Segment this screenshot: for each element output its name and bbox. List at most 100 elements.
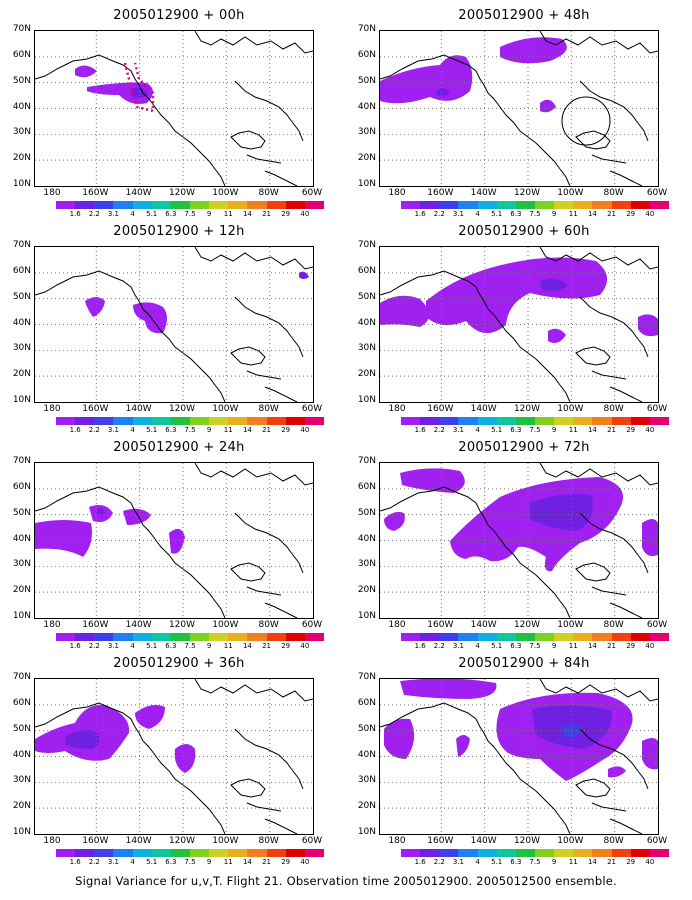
colorbar-tick-label: 29 bbox=[281, 210, 291, 218]
latitude-label: 40N bbox=[12, 317, 31, 328]
coastline bbox=[35, 702, 226, 834]
colorbar bbox=[401, 201, 669, 209]
coastline bbox=[591, 370, 627, 380]
latitude-label: 30N bbox=[357, 127, 376, 138]
coastline bbox=[380, 270, 571, 402]
variance-region-icon bbox=[123, 508, 151, 525]
colorbar-swatch bbox=[247, 633, 267, 641]
coastline bbox=[591, 802, 627, 812]
latitude-label: 30N bbox=[12, 775, 31, 786]
map-panel: 2005012900 + 24h 70N 60N 50N 40N 30N 20N 10N 180… bbox=[13, 440, 330, 655]
colorbar-tick-label: 9 bbox=[206, 210, 212, 218]
colorbar-tick-label: 6.3 bbox=[165, 210, 177, 218]
colorbar-swatch bbox=[151, 417, 171, 425]
colorbar-swatch bbox=[151, 849, 171, 857]
variance-region-icon bbox=[642, 519, 658, 556]
colorbar-tick-label: 7.5 bbox=[184, 642, 196, 650]
variance-region-icon bbox=[380, 55, 473, 104]
colorbar-swatch bbox=[75, 201, 95, 209]
latitude-label: 50N bbox=[357, 723, 376, 734]
colorbar-tick-label: 5.1 bbox=[146, 858, 158, 866]
colorbar-tick-label: 5.1 bbox=[146, 426, 158, 434]
variance-region-icon bbox=[174, 744, 196, 773]
colorbar-swatch bbox=[266, 849, 286, 857]
colorbar-labels: 1.6 2.2 3.1 4 5.1 6.3 7.5 9 11 14 21 29 40 bbox=[411, 642, 660, 650]
panel-title: 2005012900 + 12h bbox=[113, 224, 245, 239]
coastline bbox=[230, 346, 266, 366]
panel-title: 2005012900 + 84h bbox=[458, 656, 590, 671]
colorbar-swatch bbox=[458, 417, 478, 425]
longitude-label: 80W bbox=[603, 836, 624, 846]
colorbar bbox=[401, 417, 669, 425]
latitude-label: 20N bbox=[357, 369, 376, 380]
latitude-label: 40N bbox=[357, 533, 376, 544]
variance-region-icon bbox=[75, 65, 97, 78]
latitude-label: 70N bbox=[357, 24, 376, 34]
colorbar-tick-label: 11 bbox=[223, 426, 233, 434]
latitude-label: 40N bbox=[357, 101, 376, 112]
coastline bbox=[579, 728, 649, 790]
latitude-label: 10N bbox=[12, 827, 31, 837]
colorbar-swatch bbox=[113, 633, 133, 641]
map-canvas bbox=[35, 463, 313, 618]
longitude-label: 60W bbox=[301, 620, 323, 630]
colorbar-tick-label: 11 bbox=[568, 858, 578, 866]
colorbar-swatch bbox=[304, 633, 324, 641]
longitude-label: 100W bbox=[212, 404, 239, 414]
map-area bbox=[379, 246, 659, 403]
colorbar-swatch bbox=[630, 201, 650, 209]
colorbar-swatch bbox=[420, 201, 440, 209]
colorbar-swatch bbox=[515, 849, 535, 857]
map-canvas bbox=[380, 463, 658, 618]
variance-region-icon bbox=[169, 528, 185, 554]
map-area bbox=[34, 678, 314, 835]
panel-title: 2005012900 + 36h bbox=[113, 656, 245, 671]
variance-region-icon bbox=[65, 729, 100, 749]
colorbar-tick-label: 14 bbox=[242, 858, 252, 866]
colorbar-tick-label: 2.2 bbox=[433, 210, 445, 218]
coastline bbox=[194, 463, 313, 486]
colorbar-tick-label: 1.6 bbox=[69, 858, 81, 866]
panel-title: 2005012900 + 24h bbox=[113, 440, 245, 455]
colorbar-swatch bbox=[75, 633, 95, 641]
latitude-label: 40N bbox=[357, 749, 376, 760]
map-canvas bbox=[35, 247, 313, 402]
colorbar-swatch bbox=[611, 849, 631, 857]
variance-region-icon bbox=[540, 99, 556, 113]
colorbar-swatch bbox=[420, 849, 440, 857]
coastline bbox=[264, 386, 298, 402]
latitude-label: 30N bbox=[357, 775, 376, 786]
colorbar-swatch bbox=[189, 849, 210, 857]
coastline bbox=[579, 296, 649, 358]
colorbar-swatch bbox=[592, 633, 612, 641]
latitude-label: 70N bbox=[357, 456, 376, 466]
colorbar-swatch bbox=[75, 849, 95, 857]
colorbar-tick-label: 11 bbox=[223, 858, 233, 866]
coastline bbox=[575, 346, 611, 366]
colorbar-tick-label: 40 bbox=[645, 210, 655, 218]
longitude-label: 140W bbox=[470, 188, 497, 198]
colorbar-tick-label: 4 bbox=[130, 426, 135, 434]
colorbar-tick-label: 29 bbox=[281, 426, 291, 434]
colorbar-tick-label: 3.1 bbox=[452, 210, 464, 218]
colorbar-swatch bbox=[573, 201, 593, 209]
variance-region-icon bbox=[135, 705, 165, 729]
colorbar-tick-label: 4 bbox=[130, 642, 135, 650]
longitude-label: 100W bbox=[212, 188, 239, 198]
longitude-label: 140W bbox=[470, 620, 497, 630]
colorbar-tick-label: 11 bbox=[568, 642, 578, 650]
longitude-label: 140W bbox=[125, 188, 152, 198]
colorbar-swatch bbox=[496, 201, 516, 209]
colorbar-swatch bbox=[630, 633, 650, 641]
colorbar-swatch bbox=[247, 849, 267, 857]
latitude-label: 70N bbox=[12, 24, 31, 34]
variance-region-icon bbox=[642, 738, 658, 770]
coastline bbox=[579, 80, 649, 142]
variance-region-icon bbox=[384, 511, 405, 531]
colorbar-swatch bbox=[266, 633, 286, 641]
colorbar-tick-label: 2.2 bbox=[88, 210, 100, 218]
colorbar-tick-label: 40 bbox=[645, 426, 655, 434]
colorbar-tick-label: 7.5 bbox=[184, 426, 196, 434]
colorbar-swatch bbox=[477, 417, 497, 425]
colorbar-tick-label: 14 bbox=[587, 858, 597, 866]
